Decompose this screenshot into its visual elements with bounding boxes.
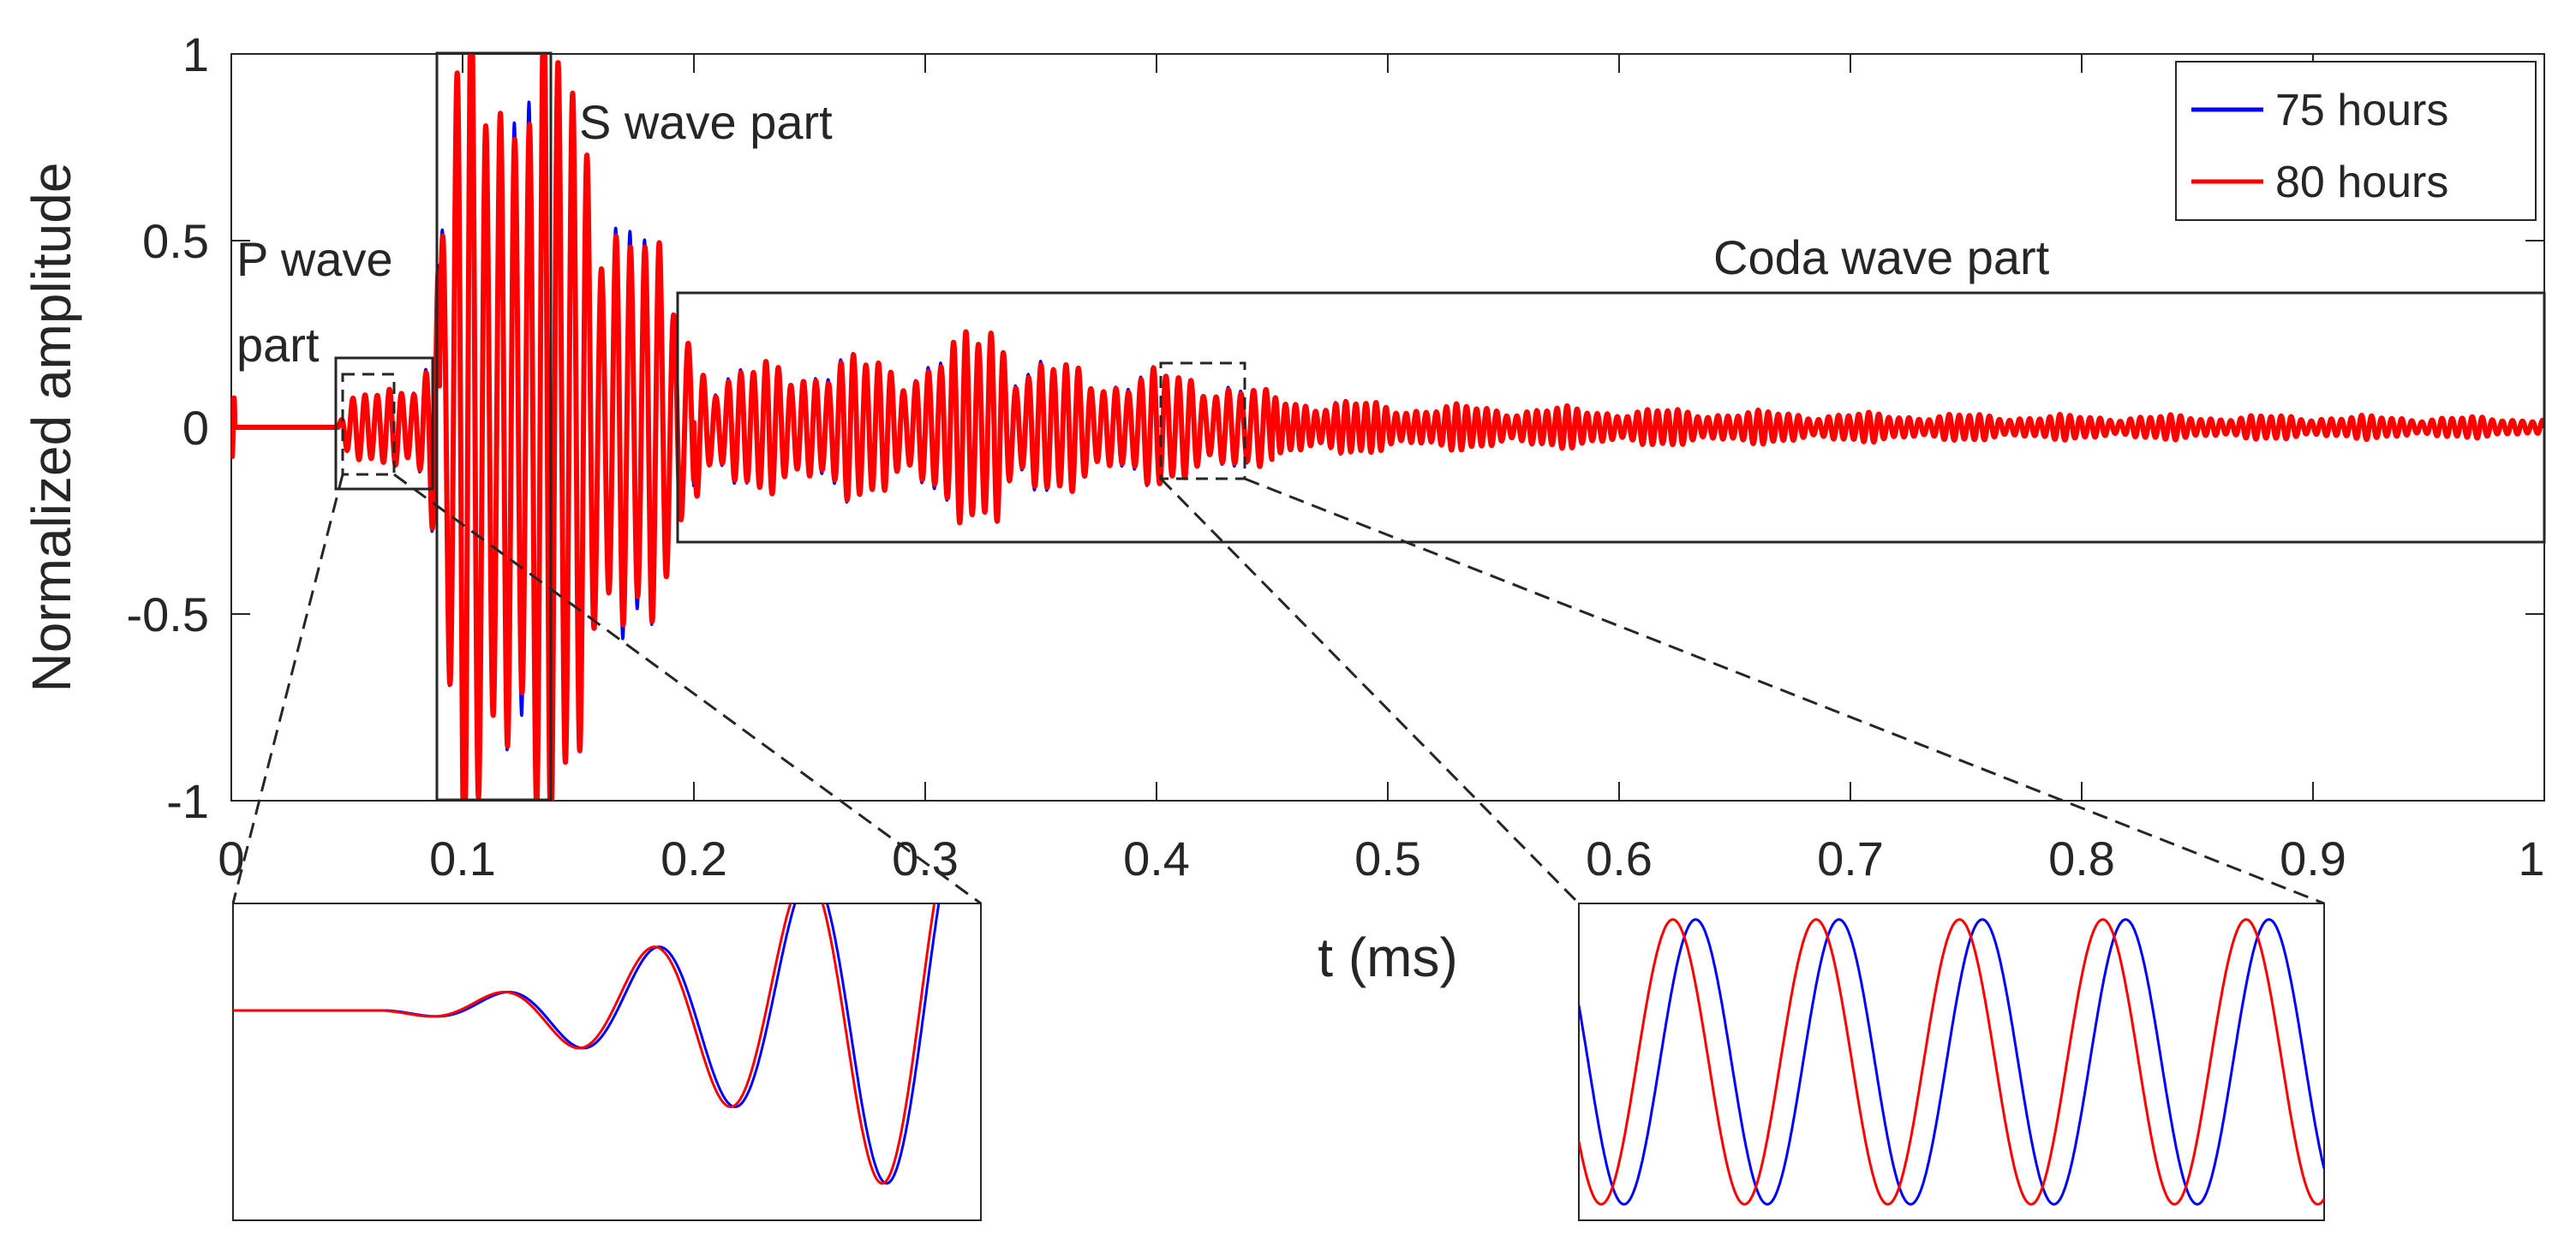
x-tick-label-0.7: 0.7 [1817, 832, 1884, 885]
y-tick-label-neg1: -1 [166, 774, 209, 828]
legend: 75 hours 80 hours [2175, 61, 2537, 221]
p-wave-label-line-1: P wave [236, 232, 393, 286]
legend-label-80-hours: 80 hours [2275, 158, 2448, 207]
axis-ticks [230, 53, 2545, 802]
s-wave-region-box [435, 51, 553, 802]
coda-zoom-connector-right [1244, 477, 2325, 905]
s-wave-label: S wave part [579, 95, 833, 149]
coda-zoom-window [1159, 361, 1246, 480]
p-wave-zoom-inset [232, 903, 982, 1221]
x-tick-label-0.3: 0.3 [892, 832, 959, 885]
x-tick-label-0.9: 0.9 [2280, 832, 2346, 885]
legend-label-75-hours: 75 hours [2275, 86, 2448, 135]
p-wave-region-box [334, 356, 434, 491]
coda-inset-75-hours-line [1579, 918, 2324, 1206]
coda-wave-label: Coda wave part [1713, 230, 2050, 284]
x-tick-label-0.8: 0.8 [2048, 832, 2115, 885]
p-inset-80-hours-line [233, 903, 936, 1185]
x-axis-label: t (ms) [1318, 927, 1458, 988]
p-zoom-connector-left [231, 474, 344, 904]
coda-inset-80-hours-line [1579, 918, 2324, 1206]
x-tick-label-1: 1 [2518, 832, 2544, 885]
coda-zoom-connector-left [1159, 477, 1581, 905]
y-axis-label: Normalized amplitude [21, 163, 82, 693]
x-tick-label-0.6: 0.6 [1586, 832, 1653, 885]
x-tick-label-0.1: 0.1 [429, 832, 496, 885]
p-wave-label-line-2: part [236, 318, 320, 372]
x-tick-label-0.2: 0.2 [660, 832, 727, 885]
coda-wave-region-box [676, 291, 2546, 544]
y-tick-label-0: 0 [182, 401, 209, 455]
p-zoom-connector-right [393, 473, 982, 905]
coda-wave-zoom-inset [1578, 903, 2325, 1221]
x-tick-label-0.4: 0.4 [1123, 832, 1190, 885]
y-tick-label-1: 1 [182, 27, 209, 81]
y-tick-label-neg0.5: -0.5 [127, 587, 210, 641]
y-tick-label-0.5: 0.5 [142, 214, 209, 268]
series-80-hours-line [231, 54, 2544, 801]
legend-box [2175, 61, 2537, 221]
x-tick-label-0.5: 0.5 [1354, 832, 1421, 885]
p-zoom-window [341, 373, 396, 476]
